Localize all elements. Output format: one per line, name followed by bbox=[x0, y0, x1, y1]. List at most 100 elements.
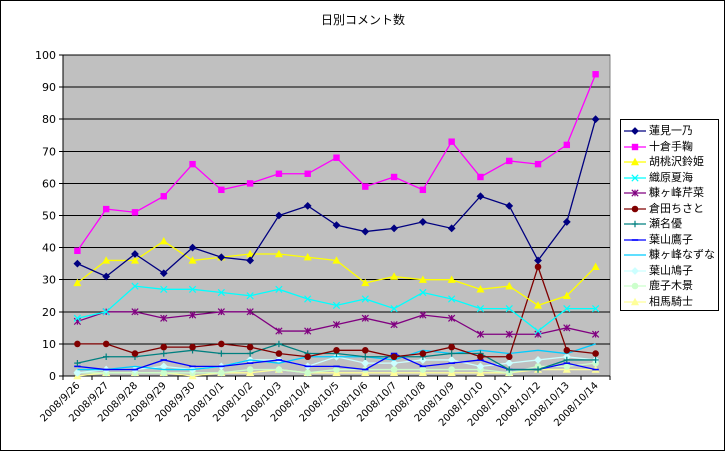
data-point bbox=[131, 209, 139, 216]
data-point bbox=[332, 321, 341, 329]
data-point bbox=[304, 353, 312, 361]
data-point bbox=[390, 359, 398, 368]
data-point bbox=[361, 314, 369, 322]
data-point bbox=[505, 304, 513, 313]
legend-swatch bbox=[624, 127, 646, 135]
data-point bbox=[274, 249, 283, 258]
legend-swatch bbox=[624, 205, 646, 212]
data-point bbox=[390, 272, 399, 280]
data-point bbox=[188, 311, 197, 319]
legend-label: 糠ヶ峰なずな bbox=[649, 248, 715, 261]
data-point bbox=[563, 141, 571, 149]
y-tick-label: 100 bbox=[35, 49, 56, 62]
data-point bbox=[419, 186, 427, 194]
data-point bbox=[361, 359, 370, 368]
data-point bbox=[218, 340, 225, 348]
data-point bbox=[102, 353, 110, 360]
data-point bbox=[275, 211, 283, 220]
legend-swatch bbox=[624, 157, 646, 166]
data-point bbox=[159, 269, 168, 278]
data-point bbox=[591, 304, 600, 313]
legend-item: 葉山鳩子 bbox=[621, 264, 719, 278]
data-point bbox=[563, 324, 571, 332]
data-point bbox=[131, 282, 139, 290]
legend-item: 糠ヶ峰なずな bbox=[621, 248, 719, 262]
series-6 bbox=[74, 263, 599, 361]
series-5 bbox=[73, 308, 600, 338]
data-point bbox=[418, 275, 427, 283]
data-point bbox=[303, 252, 312, 261]
data-point bbox=[246, 308, 254, 316]
legend-item: 蓮見一乃 bbox=[621, 124, 719, 138]
legend-label: 瀬名優 bbox=[649, 217, 682, 230]
data-point bbox=[332, 301, 341, 310]
data-point bbox=[361, 227, 370, 236]
data-point bbox=[333, 347, 340, 354]
data-point bbox=[591, 330, 600, 338]
data-point bbox=[476, 304, 485, 313]
data-point bbox=[303, 201, 312, 210]
data-point bbox=[361, 295, 369, 303]
data-point bbox=[505, 330, 513, 338]
data-point bbox=[275, 350, 283, 357]
data-point bbox=[563, 363, 571, 370]
data-point bbox=[333, 366, 340, 373]
data-point bbox=[304, 369, 312, 377]
legend: 蓮見一乃 十倉手鞠 胡桃沢鈴姫 織原夏海 糠ヶ峰芹菜 倉田ちさと 瀬名優 葉山鷹子 糠ヶ峰なずな… bbox=[620, 119, 719, 311]
data-point bbox=[476, 285, 485, 293]
legend-item: 葉山鷹子 bbox=[621, 233, 719, 247]
data-point bbox=[74, 359, 81, 367]
legend-swatch bbox=[624, 173, 646, 182]
legend-swatch-marker bbox=[631, 173, 639, 182]
legend-swatch bbox=[624, 282, 646, 290]
data-point bbox=[534, 256, 542, 265]
data-point bbox=[448, 343, 455, 351]
data-point bbox=[534, 263, 542, 271]
data-point bbox=[534, 366, 542, 373]
data-point bbox=[562, 218, 571, 226]
data-point bbox=[533, 301, 543, 309]
legend-item: 織原夏海 bbox=[621, 171, 719, 185]
series-2 bbox=[74, 71, 599, 255]
data-point bbox=[102, 340, 110, 348]
data-point bbox=[419, 288, 427, 297]
data-point bbox=[390, 321, 398, 329]
y-tick-label: 20 bbox=[42, 306, 56, 319]
y-tick-label: 70 bbox=[42, 145, 56, 158]
data-point bbox=[562, 291, 571, 299]
data-point bbox=[73, 368, 82, 377]
y-tick-label: 90 bbox=[42, 81, 56, 94]
data-point bbox=[246, 180, 254, 187]
data-point bbox=[160, 350, 167, 357]
data-point bbox=[160, 343, 168, 351]
data-point bbox=[448, 314, 456, 322]
data-point bbox=[563, 356, 571, 364]
data-point bbox=[534, 327, 542, 335]
data-point bbox=[448, 138, 455, 145]
data-point bbox=[304, 170, 311, 177]
data-point bbox=[361, 278, 370, 287]
y-tick-label: 30 bbox=[42, 274, 56, 287]
data-point bbox=[390, 304, 398, 313]
data-point bbox=[419, 350, 427, 357]
data-point bbox=[534, 160, 542, 168]
data-point bbox=[592, 356, 599, 364]
data-point bbox=[218, 369, 225, 377]
legend-item: 鹿子木景 bbox=[621, 279, 719, 293]
data-point bbox=[188, 256, 197, 264]
data-point bbox=[304, 327, 312, 335]
data-point bbox=[217, 253, 226, 262]
data-point bbox=[102, 205, 110, 213]
legend-swatch bbox=[624, 238, 646, 241]
legend-swatch-marker bbox=[631, 220, 639, 228]
legend-label: 倉田ちさと bbox=[649, 201, 704, 215]
data-point bbox=[218, 350, 225, 357]
legend-item: 十倉手鞠 bbox=[621, 140, 719, 154]
y-tick-label: 0 bbox=[49, 370, 56, 383]
legend-item: 相馬騎士 bbox=[621, 295, 719, 309]
legend-swatch bbox=[624, 254, 646, 256]
data-point bbox=[246, 366, 254, 373]
data-point bbox=[477, 173, 484, 181]
legend-label: 糠ヶ峰芹菜 bbox=[649, 186, 704, 199]
